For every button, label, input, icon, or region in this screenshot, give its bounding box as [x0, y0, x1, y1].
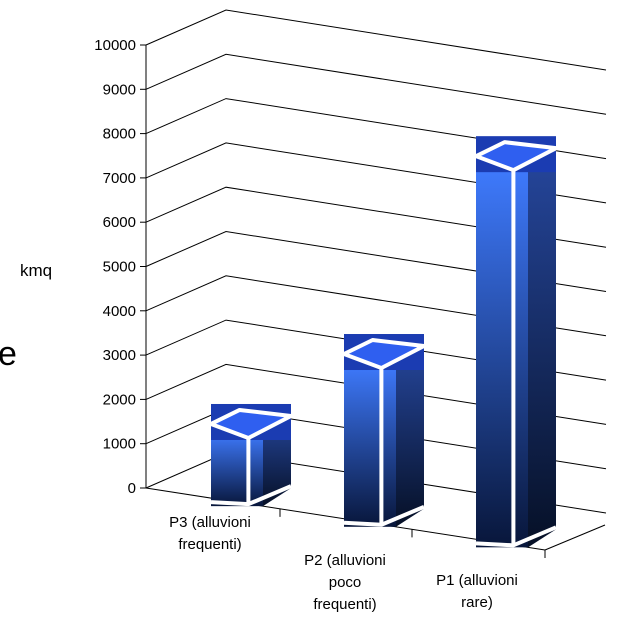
bar-base-edge [343, 504, 425, 527]
bars [209, 136, 558, 548]
gridline [145, 9, 607, 71]
bar-top [209, 407, 293, 440]
bar [342, 334, 426, 527]
y-tick-label: 6000 [103, 214, 136, 231]
y-tick-label: 4000 [103, 303, 136, 320]
bar-front [211, 431, 263, 507]
cropped-text-fragment: e [0, 335, 17, 373]
x-category-label: P2 (alluvioni [304, 552, 386, 569]
bar-top [342, 338, 426, 371]
y-tick-label: 1000 [103, 436, 136, 453]
y-tick-label: 8000 [103, 126, 136, 143]
gridline [145, 53, 607, 115]
bar-front [344, 362, 396, 527]
bar-base-edge [210, 484, 292, 507]
labels: 0 1000 2000 3000 4000 5000 6000 7000 8000 9000 100… [94, 37, 518, 613]
y-tick-label: 10000 [94, 37, 136, 54]
y-tick-label: 9000 [103, 81, 136, 98]
y-tick-label: 2000 [103, 391, 136, 408]
floor-right-edge [544, 524, 606, 551]
y-tick-label: 7000 [103, 170, 136, 187]
y-axis-label: kmq [20, 261, 52, 280]
x-category-label: P1 (alluvioni [436, 572, 518, 589]
x-category-label: rare) [461, 594, 493, 611]
bar-top [474, 140, 558, 173]
bar-side [396, 344, 424, 527]
bar-side [528, 146, 556, 548]
x-category-label: frequenti) [178, 536, 241, 553]
bar [474, 136, 558, 548]
y-tick-label: 0 [128, 480, 136, 497]
gridlines [145, 9, 607, 514]
bar-front [476, 164, 528, 548]
y-tick-label: 5000 [103, 259, 136, 276]
x-category-label: poco [329, 574, 362, 591]
bar-base-edge [475, 525, 557, 548]
x-category-label: P3 (alluvioni [169, 514, 251, 531]
x-category-label: frequenti) [313, 596, 376, 613]
bar [209, 403, 293, 507]
y-tick-label: 3000 [103, 347, 136, 364]
